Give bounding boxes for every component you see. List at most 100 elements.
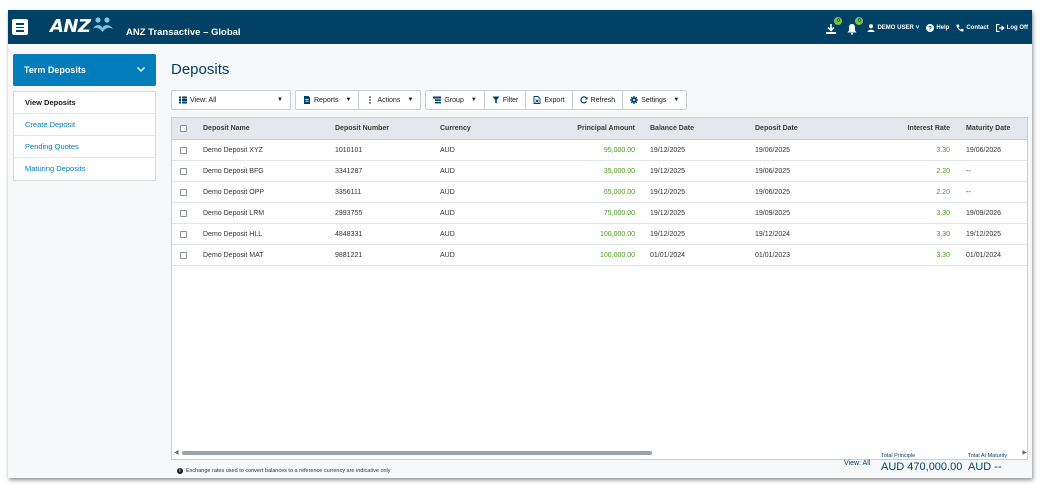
row-checkbox[interactable] [180, 231, 187, 238]
sidebar-title: Term Deposits [24, 65, 86, 75]
column-header[interactable]: Deposit Name [203, 125, 250, 132]
scroll-left-icon[interactable]: ◀ [174, 450, 179, 456]
svg-text:?: ? [928, 25, 932, 32]
caret-down-icon: ▼ [673, 97, 680, 103]
phone-icon [956, 24, 964, 32]
sidebar-nav: View Deposits Create Deposit Pending Quo… [13, 91, 156, 181]
column-header[interactable]: Deposit Number [335, 125, 390, 132]
maturity-date-cell: 19/12/2025 [966, 231, 1002, 238]
reports-button[interactable]: Reports ▼ [296, 91, 360, 109]
deposit-date-cell: 19/06/2025 [755, 168, 791, 175]
balance-date-cell: 19/12/2025 [650, 189, 686, 196]
group-icon [433, 96, 442, 104]
sidebar-item-pending-quotes[interactable]: Pending Quotes [14, 136, 155, 158]
filter-button[interactable]: Filter [485, 91, 527, 109]
table-row[interactable]: Demo Deposit MAT 9881221 AUD 100,000.00 01/0… [172, 245, 1027, 266]
column-header[interactable]: Interest Rate [907, 125, 950, 132]
balance-date-cell: 19/12/2025 [650, 210, 686, 217]
export-button[interactable]: Export [526, 91, 573, 109]
interest-rate-cell: 2.20 [936, 189, 950, 196]
maturity-date-cell: 19/06/2026 [966, 147, 1002, 154]
contact-label: Contact [966, 25, 989, 31]
logoff-link[interactable]: Log Off [995, 24, 1028, 32]
column-header[interactable]: Deposit Date [755, 125, 798, 132]
contact-link[interactable]: Contact [956, 24, 989, 32]
exchange-rate-note: i Exchange rates used to convert balance… [177, 468, 391, 474]
report-icon [304, 96, 310, 104]
table-row[interactable]: Demo Deposit LRM 2993755 AUD 75,000.00 19/12… [172, 203, 1027, 224]
balance-date-cell: 19/12/2025 [650, 168, 686, 175]
deposit-number-cell: 2993755 [335, 210, 363, 217]
logoff-icon [995, 24, 1005, 32]
deposit-date-cell: 19/06/2025 [755, 189, 791, 196]
info-icon: i [177, 468, 183, 474]
horizontal-scrollbar[interactable]: ◀ ▶ [172, 448, 1027, 458]
deposit-number-cell: 1010101 [335, 147, 363, 154]
settings-button[interactable]: Settings ▼ [623, 91, 686, 109]
export-icon [533, 96, 541, 104]
scrollbar-thumb[interactable] [182, 451, 652, 455]
help-label: Help [936, 25, 950, 31]
column-header[interactable]: Balance Date [650, 125, 694, 132]
total-maturity-value: AUD -- [968, 461, 1002, 473]
row-checkbox[interactable] [180, 168, 187, 175]
row-checkbox[interactable] [180, 252, 187, 259]
deposit-name-cell: Demo Deposit HLL [203, 231, 263, 238]
maturity-date-cell: -- [966, 189, 971, 196]
user-menu[interactable]: DEMO USER ˅ [867, 24, 919, 32]
select-all-checkbox[interactable] [180, 125, 187, 132]
table-row[interactable]: Demo Deposit XYZ 1010101 AUD 95,000.00 19/12… [172, 140, 1027, 161]
user-icon [867, 24, 875, 32]
actions-label: Actions [377, 96, 401, 104]
deposit-number-cell: 9881221 [335, 252, 363, 259]
deposit-number-cell: 3341287 [335, 168, 363, 175]
download-icon [826, 24, 837, 34]
view-all-link[interactable]: View: All [844, 460, 871, 467]
deposits-grid: Deposit Name Deposit Number Currency Pri… [171, 117, 1028, 460]
notifications-button[interactable]: 0 [846, 17, 864, 36]
actions-button[interactable]: Actions ▼ [359, 91, 420, 109]
anz-people-icon [92, 17, 113, 32]
caret-down-icon: ▼ [470, 97, 477, 103]
notifications-badge: 0 [855, 17, 864, 25]
principal-amount-cell: 35,000.00 [603, 168, 635, 175]
table-row[interactable]: Demo Deposit OPP 3356111 AUD 65,000.00 19/12… [172, 182, 1027, 203]
help-link[interactable]: ? Help [926, 24, 949, 32]
interest-rate-cell: 3.30 [936, 210, 950, 217]
column-header[interactable]: Currency [440, 125, 471, 132]
principal-amount-cell: 65,000.00 [603, 189, 635, 196]
caret-down-icon: ▼ [345, 97, 352, 103]
deposit-date-cell: 19/09/2025 [755, 210, 791, 217]
downloads-button[interactable]: 0 [825, 17, 843, 36]
row-checkbox[interactable] [180, 189, 187, 196]
balance-date-cell: 19/12/2025 [650, 147, 686, 154]
table-row[interactable]: Demo Deposit BFG 3341287 AUD 35,000.00 19/12… [172, 161, 1027, 182]
term-deposits-menu[interactable]: Term Deposits [13, 54, 156, 86]
table-row[interactable]: Demo Deposit HLL 4848331 AUD 100,000.00 19/1… [172, 224, 1027, 245]
balance-date-cell: 01/01/2024 [650, 252, 686, 259]
table-header: Deposit Name Deposit Number Currency Pri… [172, 118, 1027, 140]
currency-cell: AUD [440, 189, 455, 196]
deposit-date-cell: 01/01/2023 [755, 252, 791, 259]
view-select[interactable]: View: All ▼ [172, 91, 290, 109]
sidebar-item-maturing-deposits[interactable]: Maturing Deposits [25, 164, 86, 173]
total-principle-value: AUD 470,000.00 [881, 461, 963, 473]
principal-amount-cell: 100,000.00 [599, 231, 635, 238]
downloads-badge: 0 [834, 17, 843, 25]
refresh-button[interactable]: Refresh [573, 91, 624, 109]
deposit-date-cell: 19/06/2025 [755, 147, 791, 154]
group-button[interactable]: Group ▼ [426, 91, 485, 109]
scroll-right-icon[interactable]: ▶ [1022, 450, 1027, 456]
settings-label: Settings [641, 96, 667, 104]
column-header[interactable]: Principal Amount [577, 125, 635, 132]
exchange-rate-note-text: Exchange rates used to convert balances … [186, 468, 391, 474]
hamburger-menu-icon[interactable] [12, 19, 28, 35]
row-checkbox[interactable] [180, 210, 187, 217]
sidebar-item-view-deposits[interactable]: View Deposits [14, 92, 155, 114]
column-header[interactable]: Maturity Date [966, 125, 1011, 132]
row-checkbox[interactable] [180, 147, 187, 154]
interest-rate-cell: 3.30 [936, 231, 950, 238]
currency-cell: AUD [440, 147, 455, 154]
caret-down-icon: ▼ [277, 97, 283, 103]
sidebar-item-create-deposit[interactable]: Create Deposit [14, 114, 155, 136]
